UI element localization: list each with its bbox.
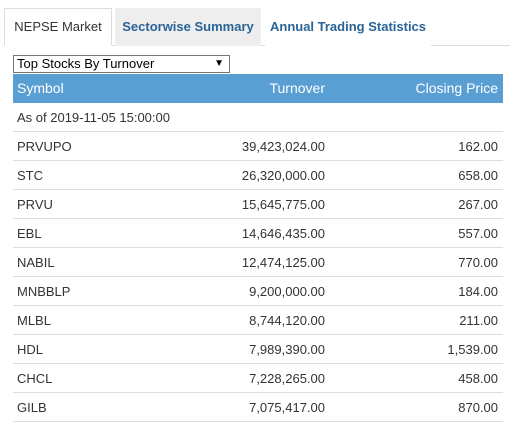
turnover-cell: 14,646,435.00 [241,226,325,241]
table-row: MLBL 8,744,120.00 211.00 [13,306,503,335]
table-row: GILB 7,075,417.00 870.00 [13,393,503,422]
table-row: CHCL 7,228,265.00 458.00 [13,364,503,393]
closing-price-cell: 770.00 [458,255,498,270]
header-turnover: Turnover [269,80,325,96]
turnover-cell: 39,423,024.00 [241,139,325,154]
turnover-cell: 15,645,775.00 [241,197,325,212]
symbol-cell: PRVUPO [17,139,72,154]
symbol-cell: NABIL [17,255,55,270]
tab-nepse-market[interactable]: NEPSE Market [4,8,112,46]
closing-price-cell: 1,539.00 [447,342,498,357]
table-row: STC 26,320,000.00 658.00 [13,161,503,190]
select-value: Top Stocks By Turnover [17,56,155,71]
closing-price-cell: 458.00 [458,371,498,386]
symbol-cell: MNBBLP [17,284,71,299]
turnover-cell: 7,075,417.00 [249,400,325,415]
table-header: Symbol Turnover Closing Price [13,74,503,103]
closing-price-cell: 267.00 [458,197,498,212]
as-of-timestamp: As of 2019-11-05 15:00:00 [17,110,170,125]
closing-price-cell: 162.00 [458,139,498,154]
turnover-cell: 7,228,265.00 [249,371,325,386]
tab-sectorwise-summary[interactable]: Sectorwise Summary [115,8,261,46]
symbol-cell: CHCL [17,371,53,386]
closing-price-cell: 184.00 [458,284,498,299]
turnover-cell: 12,474,125.00 [241,255,325,270]
dropdown-arrow-icon: ▼ [214,58,224,69]
market-tabs: NEPSE Market Sectorwise Summary Annual T… [4,0,510,46]
tab-annual-trading-statistics[interactable]: Annual Trading Statistics [265,8,431,46]
table-row: PRVUPO 39,423,024.00 162.00 [13,132,503,161]
turnover-cell: 26,320,000.00 [241,168,325,183]
as-of-row: As of 2019-11-05 15:00:00 [13,103,503,132]
table-row: NABIL 12,474,125.00 770.00 [13,248,503,277]
header-closing-price: Closing Price [415,80,498,96]
header-symbol: Symbol [17,80,64,96]
turnover-cell: 9,200,000.00 [249,284,325,299]
table-row: MNBBLP 9,200,000.00 184.00 [13,277,503,306]
closing-price-cell: 870.00 [458,400,498,415]
symbol-cell: STC [17,168,43,183]
closing-price-cell: 658.00 [458,168,498,183]
symbol-cell: PRVU [17,197,53,212]
table-row: EBL 14,646,435.00 557.00 [13,219,503,248]
closing-price-cell: 557.00 [458,226,498,241]
symbol-cell: MLBL [17,313,51,328]
table-row: PRVU 15,645,775.00 267.00 [13,190,503,219]
symbol-cell: GILB [17,400,47,415]
stocks-filter-select[interactable]: Top Stocks By Turnover ▼ [13,55,230,73]
turnover-cell: 7,989,390.00 [249,342,325,357]
closing-price-cell: 211.00 [459,313,498,328]
symbol-cell: HDL [17,342,44,357]
symbol-cell: EBL [17,226,42,241]
turnover-cell: 8,744,120.00 [249,313,325,328]
table-row: HDL 7,989,390.00 1,539.00 [13,335,503,364]
